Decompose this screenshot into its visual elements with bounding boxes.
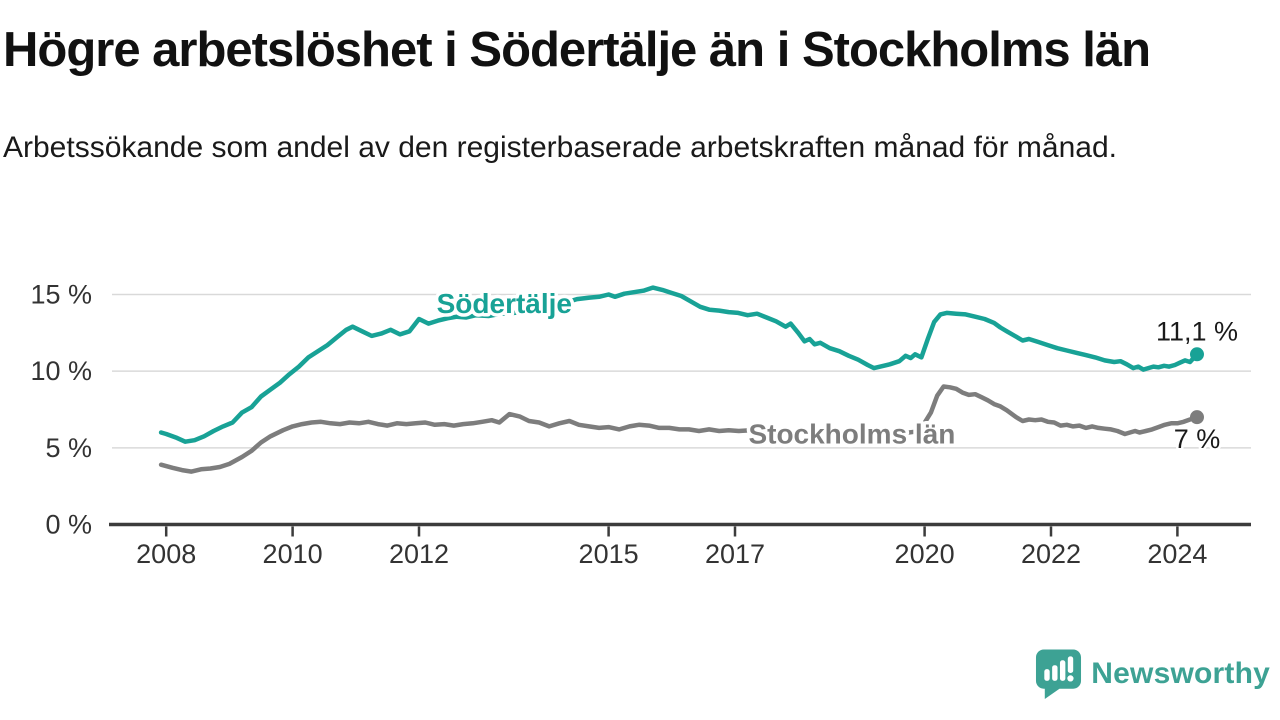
chart-title: Högre arbetslöshet i Södertälje än i Sto… xyxy=(3,23,1151,77)
series-line-1 xyxy=(158,384,1200,474)
end-dot-1 xyxy=(1189,410,1204,425)
logo-bar-1 xyxy=(1044,669,1050,681)
x-tick-label: 2008 xyxy=(136,539,196,569)
newsworthy-logo-text: Newsworthy xyxy=(1091,657,1270,690)
series-label-1: Stockholms län xyxy=(748,418,955,449)
series-label-0: Södertälje xyxy=(437,288,572,319)
x-tick-label: 2012 xyxy=(389,539,449,569)
end-dot-0 xyxy=(1189,347,1204,362)
newsworthy-logo-icon xyxy=(1036,649,1082,699)
x-tick-label: 2022 xyxy=(1021,539,1081,569)
newsworthy-brand: Newsworthy xyxy=(1035,648,1270,700)
y-tick-label: 0 % xyxy=(45,510,92,540)
logo-bar-3 xyxy=(1060,660,1066,681)
x-tick-label: 2024 xyxy=(1147,539,1207,569)
x-tick-label: 2020 xyxy=(895,539,955,569)
x-tick-label: 2015 xyxy=(579,539,639,569)
x-tick-label: 2010 xyxy=(263,539,323,569)
y-tick-label: 10 % xyxy=(30,356,92,386)
end-value-label-0: 11,1 % xyxy=(1156,316,1238,346)
end-value-label-1: 7 % xyxy=(1174,424,1221,454)
logo-exclamation-bar xyxy=(1068,656,1074,674)
y-tick-label: 5 % xyxy=(45,433,92,463)
y-tick-label: 15 % xyxy=(30,280,92,310)
series-line-0 xyxy=(158,285,1200,444)
logo-exclamation-dot xyxy=(1067,675,1074,682)
x-tick-label: 2017 xyxy=(705,539,765,569)
chart-subtitle: Arbetssökande som andel av den registerb… xyxy=(3,131,1117,164)
logo-bar-2 xyxy=(1052,665,1058,681)
